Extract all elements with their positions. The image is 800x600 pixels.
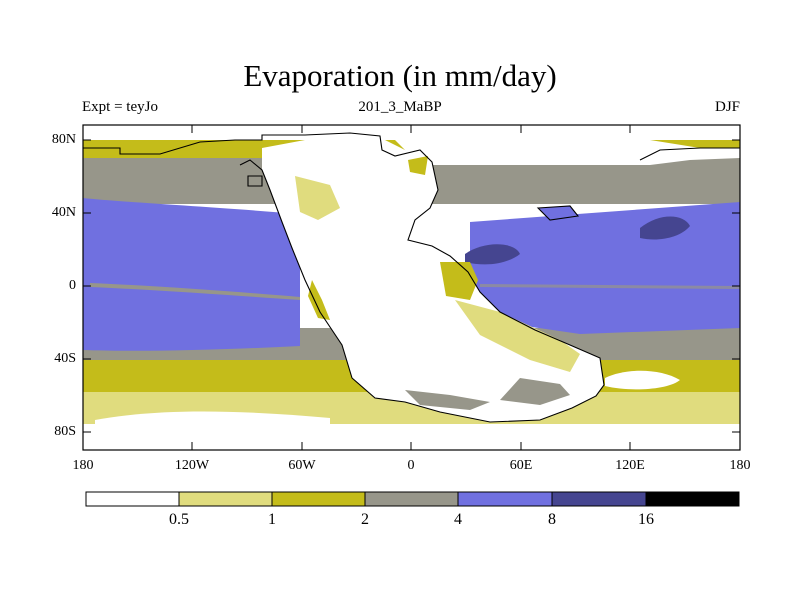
x-label-180w: 180 [72,458,94,473]
y-label-80s: 80S [54,424,76,439]
x-label-0: 0 [407,458,415,473]
x-label-120w: 120W [174,458,210,473]
colorbar-box-3 [271,491,366,507]
colorbar-label-8: 8 [548,511,556,528]
colorbar-label-0-5: 0.5 [169,511,189,528]
y-ticks [83,139,740,433]
colorbar-box-2 [178,491,273,507]
coastlines [83,132,740,423]
colorbar-box-4 [364,491,459,507]
colorbar-label-2: 2 [361,511,369,528]
colorbar-box-7 [645,491,740,507]
x-label-120e: 120E [615,458,645,473]
season-label: DJF [714,99,740,115]
colorbar-label-4: 4 [454,511,462,528]
y-label-80n: 80N [51,132,76,147]
x-label-60e: 60E [509,458,533,473]
x-ticks [191,125,631,450]
experiment-label: Expt = teyJo [82,99,158,115]
map-title: Evaporation (in mm/day) [243,58,557,93]
band-tropics-blue [83,198,300,351]
y-label-40s: 40S [54,351,76,366]
colorbar-box-5 [457,491,553,507]
map-subtitle: 201_3_MaBP [358,99,442,115]
dark-blue-spot-1 [465,244,520,265]
x-label-60w: 60W [288,458,316,473]
y-label-0: 0 [69,278,76,293]
dark-blue-spot-2 [640,216,690,240]
colorbar [85,491,740,507]
northern-land [395,140,740,165]
colorbar-box-1 [85,491,180,507]
x-label-180e: 180 [729,458,751,473]
colorbar-label-16: 16 [638,511,654,528]
colorbar-label-1: 1 [268,511,276,528]
y-label-40n: 40N [51,205,76,220]
colorbar-box-6 [551,491,647,507]
map-fields [83,125,740,450]
